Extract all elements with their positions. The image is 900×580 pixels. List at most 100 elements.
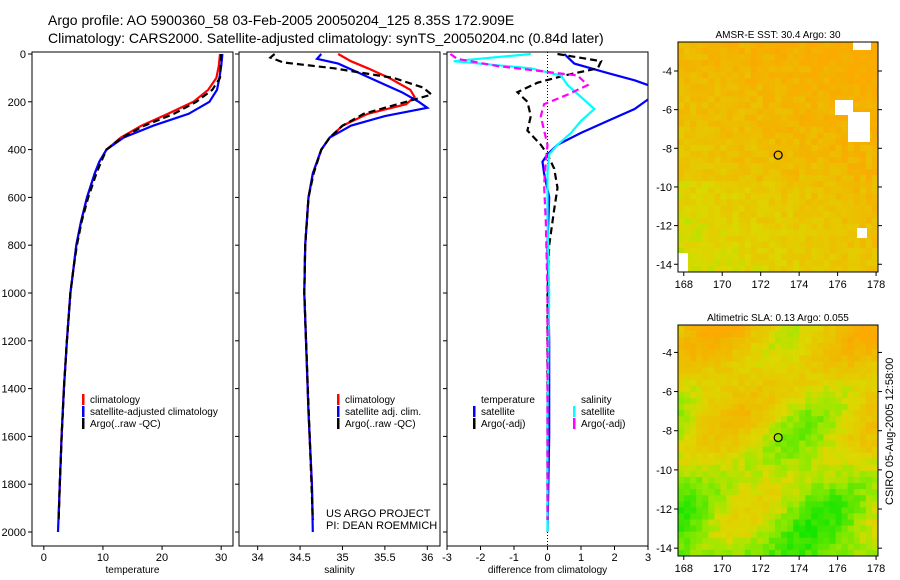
map-cell: [708, 60, 715, 67]
map-cell: [775, 90, 782, 97]
map-cell: [793, 325, 800, 332]
map-cell: [744, 175, 752, 182]
map-cell: [787, 452, 794, 460]
map-cell: [805, 247, 812, 255]
map-cell: [835, 531, 843, 539]
map-cell: [720, 325, 727, 332]
map-cell: [744, 48, 752, 55]
map-cell: [738, 337, 746, 344]
map-cell: [708, 96, 715, 104]
map-cell: [799, 138, 806, 146]
map-cell: [756, 452, 764, 460]
map-cell: [702, 132, 709, 140]
map-cell: [775, 404, 782, 411]
map-cell: [732, 72, 740, 79]
map-cell: [750, 416, 758, 423]
map-cell: [732, 325, 740, 332]
map-cell: [762, 507, 770, 514]
map-cell: [799, 391, 806, 399]
map-cell: [835, 543, 843, 551]
map-cell: [696, 495, 703, 502]
map-cell: [720, 489, 727, 496]
map-cell: [762, 367, 770, 375]
map-cell: [841, 452, 849, 460]
map-cell: [859, 175, 867, 182]
map-cell: [750, 247, 758, 255]
map-cell: [865, 531, 873, 539]
map-cell: [835, 458, 843, 466]
map-cell: [726, 397, 734, 405]
map-cell: [787, 66, 794, 73]
map-cell: [756, 150, 764, 158]
map-cell: [793, 373, 800, 381]
map-cell: [853, 241, 861, 249]
map-cell: [690, 397, 697, 405]
map-cell: [853, 108, 861, 116]
map-cell: [823, 422, 831, 429]
map-cell: [678, 72, 685, 79]
map-cell: [678, 349, 685, 356]
map-cell: [871, 422, 879, 429]
map-cell: [720, 470, 727, 478]
map-cell: [696, 385, 703, 393]
map-cell: [690, 72, 697, 79]
map-cell: [853, 379, 861, 387]
map-cell: [714, 379, 721, 387]
map-cell: [835, 90, 843, 97]
map-cell: [756, 229, 764, 237]
map-cell: [726, 48, 734, 55]
map-cell: [708, 391, 715, 399]
map-cell: [781, 434, 788, 441]
x-tick-label: 178: [867, 279, 885, 291]
map-cell: [720, 150, 727, 158]
map-cell: [787, 355, 794, 362]
map-cell: [871, 355, 879, 362]
map-cell: [793, 501, 800, 508]
map-cell: [714, 470, 721, 478]
map-cell: [859, 241, 867, 249]
map-cell: [744, 331, 752, 338]
map-cell: [678, 531, 685, 539]
map-cell: [871, 531, 879, 539]
legend-swatch: [473, 418, 476, 429]
map-cell: [799, 452, 806, 460]
map-cell: [708, 259, 715, 267]
map-cell: [768, 114, 776, 122]
map-cell: [720, 72, 727, 79]
map-cell: [811, 229, 818, 237]
map-cell: [690, 169, 697, 176]
map-cell: [702, 489, 709, 496]
map-cell: [865, 379, 873, 387]
map-cell: [847, 470, 855, 478]
map-cell: [768, 397, 776, 405]
map-cell: [750, 440, 758, 448]
map-cell: [720, 385, 727, 393]
map-cell: [871, 60, 879, 67]
map-cell: [859, 464, 867, 472]
map-cell: [732, 84, 740, 91]
map-cell: [726, 367, 734, 375]
map-cell: [823, 331, 831, 338]
map-cell: [768, 337, 776, 344]
map-cell: [871, 181, 879, 188]
map-cell: [690, 144, 697, 152]
map-cell: [775, 343, 782, 350]
map-cell: [805, 66, 812, 73]
legend-label: satellite adj. clim.: [345, 407, 421, 418]
map-cell: [805, 193, 812, 200]
series-line-salinity-satellite: [453, 52, 597, 532]
map-cell: [702, 211, 709, 219]
map-cell: [702, 241, 709, 249]
map-cell: [768, 483, 776, 490]
map-cell: [714, 241, 721, 249]
map-cell: [799, 42, 806, 49]
map-cell: [865, 150, 873, 158]
map-cell: [781, 157, 788, 164]
map-cell: [829, 373, 837, 381]
map-cell: [805, 138, 812, 146]
map-cell: [847, 229, 855, 237]
map-cell: [781, 48, 788, 55]
map-cell: [805, 385, 812, 393]
map-cell: [732, 446, 740, 454]
map-cell: [702, 138, 709, 146]
